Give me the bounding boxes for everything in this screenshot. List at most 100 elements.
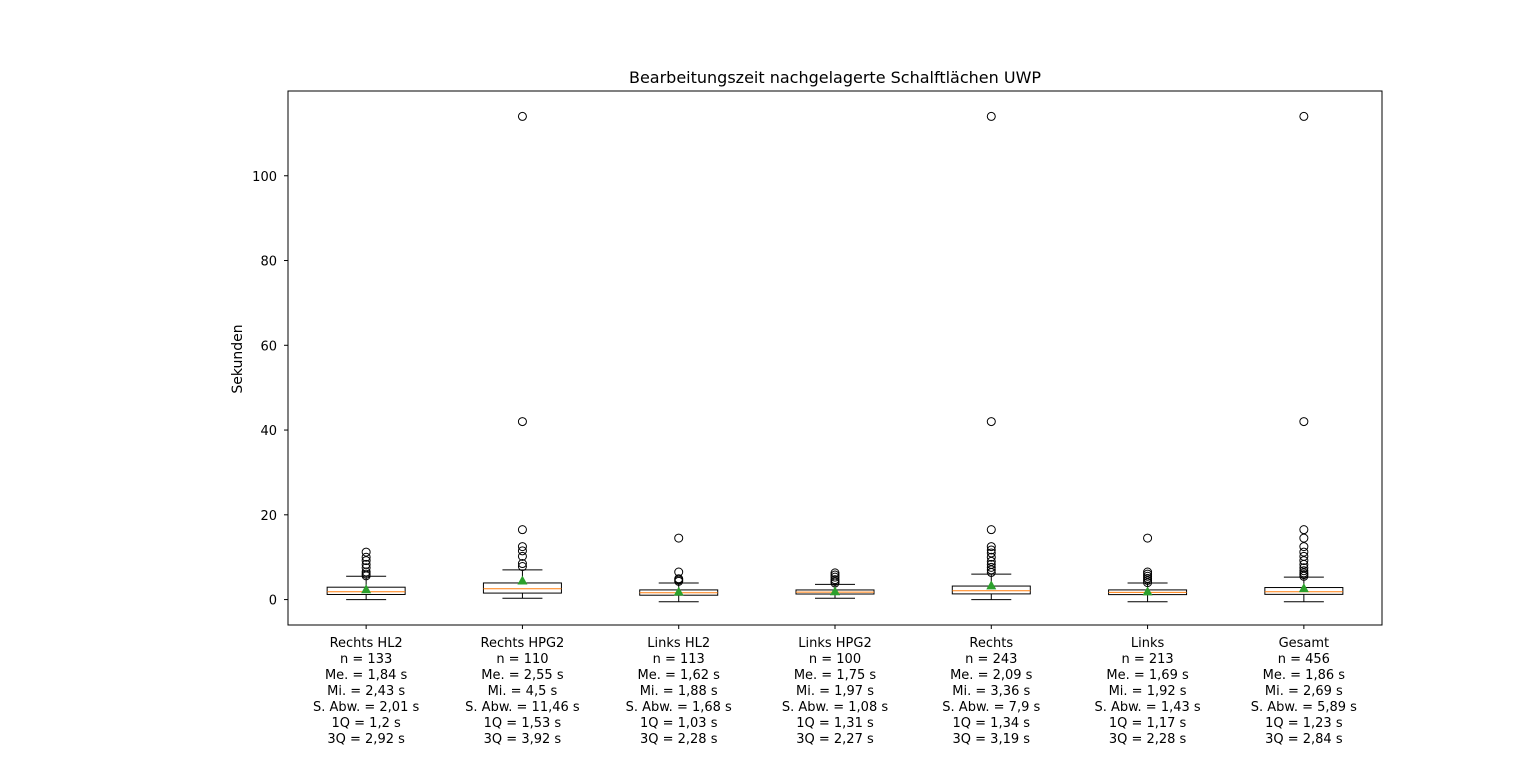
x-tick-label: 3Q = 3,19 s [953,732,1031,747]
outlier-point [517,559,527,569]
outlier-point [1299,542,1309,552]
outlier-point [674,533,684,543]
x-tick-label: Mi. = 1,92 s [1109,684,1187,699]
outlier-point [986,525,996,535]
x-tick-label: 3Q = 2,28 s [1109,732,1187,747]
x-tick-label: 1Q = 1,03 s [640,716,718,731]
x-tick-label: n = 100 [809,652,861,667]
outlier-point [1299,551,1309,561]
x-tick-label: S. Abw. = 1,68 s [626,700,732,715]
outlier-point [1299,566,1309,576]
outlier-point [674,567,684,577]
x-tick-label: Mi. = 2,69 s [1265,684,1343,699]
x-tick-label: 3Q = 3,92 s [484,732,562,747]
x-tick-label: Mi. = 4,5 s [488,684,558,699]
x-tick-label: Rechts HL2 [330,636,403,651]
outlier-point [1143,573,1153,583]
outlier-point [986,417,996,427]
outlier-point [1299,525,1309,535]
chart-title: Bearbeitungszeit nachgelagerte Schalftlä… [629,68,1041,87]
y-tick-label: 60 [260,339,277,354]
x-tick-label: 3Q = 2,92 s [327,732,405,747]
x-tick-label: Rechts [969,636,1013,651]
x-tick-label: Links HPG2 [798,636,872,651]
y-tick-label: 40 [260,424,277,439]
mean-marker [673,586,684,596]
x-tick-label: Me. = 1,69 s [1106,668,1189,683]
outlier-point [517,542,527,552]
outlier-point [1143,569,1153,579]
outlier-point [830,570,840,580]
x-tick-label: Me. = 1,62 s [638,668,721,683]
x-tick-label: 1Q = 1,23 s [1265,716,1343,731]
outlier-point [1299,547,1309,557]
x-tick-label: 1Q = 1,31 s [796,716,874,731]
outlier-point [517,417,527,427]
outlier-point [517,111,527,121]
x-tick-label: Mi. = 3,36 s [952,684,1030,699]
x-tick-label: 3Q = 2,84 s [1265,732,1343,747]
outlier-point [361,559,371,569]
mean-marker [830,586,840,596]
x-tick-label: 1Q = 1,53 s [484,716,562,731]
x-tick-label: S. Abw. = 5,89 s [1251,700,1357,715]
mean-marker [361,584,372,594]
x-tick-label: Me. = 1,84 s [325,668,408,683]
mean-marker [986,580,997,590]
outlier-point [986,111,996,121]
x-tick-label: n = 456 [1278,652,1330,667]
x-tick-label: S. Abw. = 11,46 s [465,700,580,715]
outlier-point [1143,571,1153,581]
outlier-point [361,552,371,562]
outlier-point [986,559,996,569]
x-tick-label: n = 133 [340,652,392,667]
x-tick-label: Me. = 2,55 s [481,668,564,683]
x-tick-label: Gesamt [1279,636,1330,651]
outlier-point [830,572,840,582]
outlier-point [517,562,527,572]
outlier-point [517,546,527,556]
outlier-point [986,552,996,562]
x-tick-label: 3Q = 2,27 s [796,732,874,747]
x-tick-label: 3Q = 2,28 s [640,732,718,747]
x-tick-label: Mi. = 1,97 s [796,684,874,699]
y-axis-label: Sekunden [230,324,246,393]
x-tick-label: Me. = 1,75 s [794,668,877,683]
y-tick-label: 0 [269,594,277,609]
x-tick-label: n = 243 [965,652,1017,667]
x-tick-label: Me. = 1,86 s [1263,668,1346,683]
mean-marker [1142,586,1153,596]
outlier-point [517,525,527,535]
outlier-point [986,545,996,555]
outlier-point [1299,417,1309,427]
y-tick-label: 100 [252,170,277,185]
y-tick-label: 80 [260,255,277,270]
x-tick-label: Mi. = 2,43 s [327,684,405,699]
x-tick-label: S. Abw. = 2,01 s [313,700,419,715]
outlier-point [517,551,527,561]
x-tick-label: Links HL2 [647,636,710,651]
outlier-point [361,569,371,579]
outlier-point [830,568,840,578]
outlier-point [986,562,996,572]
x-tick-label: S. Abw. = 1,43 s [1094,700,1200,715]
outlier-point [986,542,996,552]
outlier-point [1143,533,1153,543]
outlier-point [674,574,684,584]
x-tick-label: 1Q = 1,34 s [953,716,1031,731]
x-tick-label: n = 113 [653,652,705,667]
x-tick-label: Links [1131,636,1165,651]
outlier-point [986,548,996,558]
x-tick-label: S. Abw. = 1,08 s [782,700,888,715]
x-tick-label: Rechts HPG2 [481,636,565,651]
x-tick-label: S. Abw. = 7,9 s [942,700,1040,715]
x-tick-label: n = 213 [1121,652,1173,667]
mean-marker [1298,583,1309,593]
mean-marker [517,575,528,585]
x-tick-label: 1Q = 1,2 s [332,716,401,731]
plot-frame [287,90,1383,626]
outlier-point [361,547,371,557]
outlier-point [1299,563,1309,573]
outlier-point [1299,533,1309,543]
